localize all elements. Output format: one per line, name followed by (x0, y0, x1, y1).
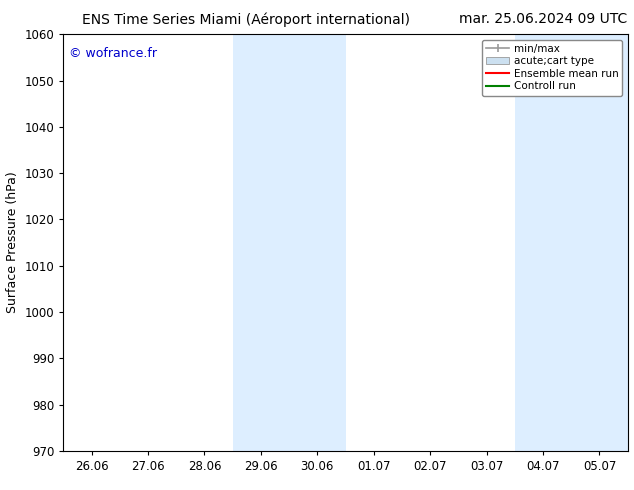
Text: ENS Time Series Miami (Aéroport international): ENS Time Series Miami (Aéroport internat… (82, 12, 410, 27)
Text: mar. 25.06.2024 09 UTC: mar. 25.06.2024 09 UTC (460, 12, 628, 26)
Bar (233, 34, 346, 451)
Bar (515, 34, 628, 451)
Legend: min/max, acute;cart type, Ensemble mean run, Controll run: min/max, acute;cart type, Ensemble mean … (482, 40, 623, 96)
Text: © wofrance.fr: © wofrance.fr (69, 47, 157, 60)
Y-axis label: Surface Pressure (hPa): Surface Pressure (hPa) (6, 172, 19, 314)
